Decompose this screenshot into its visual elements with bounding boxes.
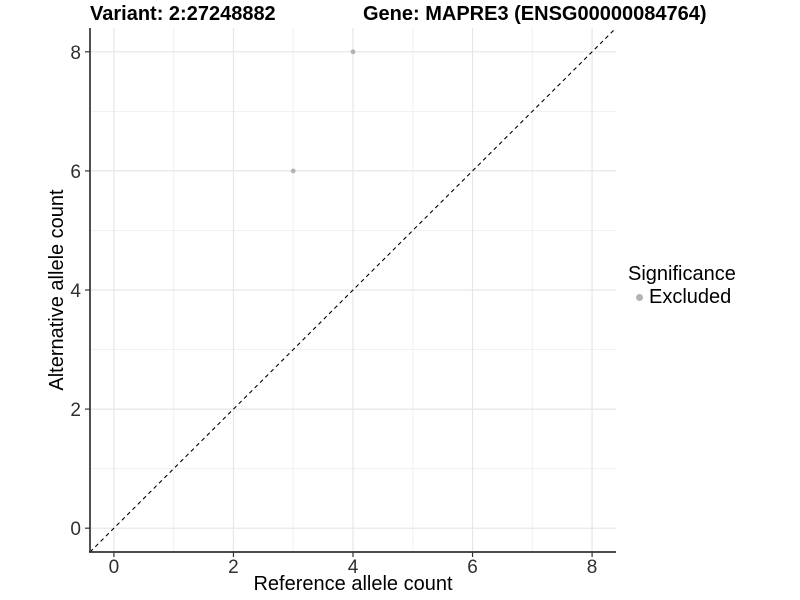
legend-item-excluded: Excluded — [628, 286, 736, 309]
x-tick-label: 6 — [467, 557, 478, 578]
legend-point-icon — [636, 294, 643, 301]
y-tick-label: 0 — [70, 519, 81, 540]
y-axis-label: Alternative allele count — [46, 189, 68, 391]
y-tick-label: 8 — [70, 43, 81, 64]
data-point — [350, 49, 356, 55]
x-tick-label: 4 — [348, 557, 359, 578]
plot-title-gene: Gene: MAPRE3 (ENSG00000084764) — [363, 3, 707, 25]
data-point — [290, 168, 296, 174]
plot-title-variant: Variant: 2:27248882 — [90, 3, 276, 25]
x-tick-label: 8 — [587, 557, 598, 578]
y-tick-label: 4 — [70, 281, 81, 302]
legend-title: Significance — [628, 263, 736, 285]
x-tick-label: 0 — [109, 557, 120, 578]
y-tick-label: 2 — [70, 400, 81, 421]
x-tick-label: 2 — [228, 557, 239, 578]
y-tick-label: 6 — [70, 162, 81, 183]
x-axis-label: Reference allele count — [253, 573, 453, 595]
identity-dashed-line — [89, 27, 617, 553]
legend-item-label: Excluded — [649, 286, 732, 308]
legend: Significance Excluded — [628, 262, 736, 309]
